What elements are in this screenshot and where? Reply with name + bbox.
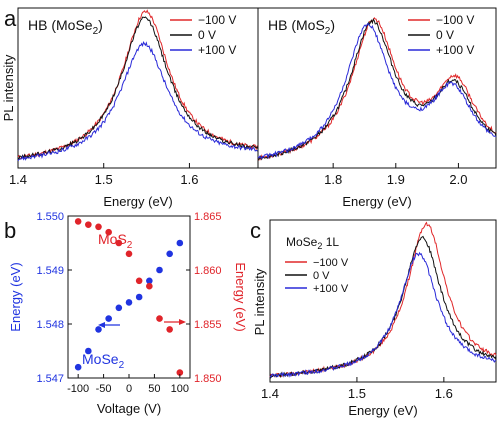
y-tick-label: 1.550	[36, 211, 64, 223]
data-point	[85, 347, 92, 355]
y2-tick-label: 1.865	[194, 211, 222, 223]
y-tick-label: 1.547	[36, 373, 64, 385]
panel-a-left-xlabel: Energy (eV)	[103, 194, 172, 209]
panel-a-right-title: HB (MoS2)	[268, 17, 335, 37]
legend-label: +100 V	[436, 43, 474, 57]
arrow-right-axis	[164, 319, 186, 325]
y-tick-label: 1.549	[36, 265, 64, 277]
series-line	[17, 40, 259, 162]
data-point	[115, 304, 123, 312]
legend-label: +100 V	[313, 283, 349, 295]
data-point	[176, 239, 184, 247]
data-point	[105, 228, 112, 236]
x-tick-label: 2.0	[449, 172, 467, 187]
legend-label: −100 V	[198, 13, 236, 27]
x-tick-label: 1.5	[348, 386, 366, 401]
panel-b-xlabel: Voltage (V)	[97, 401, 161, 416]
x-tick-label: 100	[171, 383, 189, 395]
data-point	[156, 266, 163, 274]
data-point	[115, 239, 123, 247]
data-point	[125, 299, 133, 306]
data-point	[135, 277, 143, 285]
y2-tick-label: 1.850	[194, 373, 222, 385]
data-point	[166, 326, 173, 333]
panel-c-title: MoSe2 1L	[286, 235, 339, 251]
legend-label: 0 V	[198, 28, 216, 42]
panel-a-left-ylabel: PL intensity	[1, 54, 16, 121]
x-tick-label: 1.5	[95, 172, 113, 187]
series-line	[257, 16, 497, 161]
x-tick-label: -50	[96, 383, 112, 395]
series-line	[269, 235, 497, 379]
label-mos2: MoS2	[98, 231, 133, 251]
data-point	[146, 277, 153, 285]
data-point	[125, 250, 133, 258]
panel-b-y2label: Energy (eV)	[233, 262, 248, 331]
series-line	[269, 221, 497, 378]
legend-label: 0 V	[436, 28, 454, 42]
series-line	[269, 251, 497, 378]
panel-a-right-xlabel: Energy (eV)	[342, 194, 411, 209]
data-point	[74, 218, 82, 225]
plot-frame	[257, 7, 497, 169]
legend-label: −100 V	[313, 257, 349, 269]
series-line	[17, 16, 259, 160]
panel-letter-b: b	[4, 218, 16, 243]
y2-tick-label: 1.860	[194, 265, 222, 277]
legend-label: +100 V	[198, 43, 236, 57]
data-point	[85, 221, 92, 228]
data-point	[135, 293, 143, 301]
data-point	[105, 315, 112, 322]
x-tick-label: 50	[148, 383, 160, 395]
series-line	[257, 22, 497, 160]
series-line	[257, 18, 497, 161]
data-point	[74, 363, 82, 371]
data-point	[146, 282, 153, 290]
panel-a-left: 1.4 1.5 1.6 HB (MoSe2) PL intensity Energy…	[1, 7, 259, 209]
x-tick-label: 1.4	[261, 386, 279, 401]
panel-c-xlabel: Energy (eV)	[348, 403, 417, 418]
panel-a-left-title: HB (MoSe2)	[28, 17, 103, 37]
x-tick-label: 1.6	[180, 172, 198, 187]
legend-label: −100 V	[436, 13, 474, 27]
x-tick-label: 0	[126, 383, 132, 395]
data-point	[95, 223, 102, 231]
arrow-left-axis	[98, 322, 120, 328]
x-tick-label: 1.9	[387, 172, 405, 187]
data-point	[156, 315, 163, 322]
data-point	[176, 369, 184, 376]
x-tick-label: 1.8	[324, 172, 342, 187]
x-tick-label: 1.4	[9, 172, 27, 187]
y-tick-label: 1.548	[36, 319, 64, 331]
panel-c-ylabel: PL intensity	[252, 268, 267, 335]
panel-a-right: 1.8 1.9 2.0 HB (MoS2) Energy (eV) −100 V0 …	[257, 7, 497, 209]
x-tick-label: 1.6	[435, 386, 453, 401]
panel-letter-a: a	[4, 6, 17, 31]
x-tick-label: -100	[67, 383, 89, 395]
data-point	[95, 326, 102, 333]
panel-c: 1.4 1.5 1.6 MoSe2 1L PL intensity Energy (…	[252, 219, 497, 418]
panel-letter-c: c	[250, 218, 261, 243]
plot-frame	[269, 219, 497, 383]
panel-b: -100 -50 0 50 100 1.547 1.548 1.549 1.550 1.850…	[8, 211, 248, 416]
label-mose2: MoSe2	[82, 351, 125, 371]
y2-tick-label: 1.855	[194, 319, 222, 331]
legend-label: 0 V	[313, 270, 330, 282]
data-point	[166, 250, 173, 258]
panel-b-ylabel: Energy (eV)	[8, 262, 23, 331]
